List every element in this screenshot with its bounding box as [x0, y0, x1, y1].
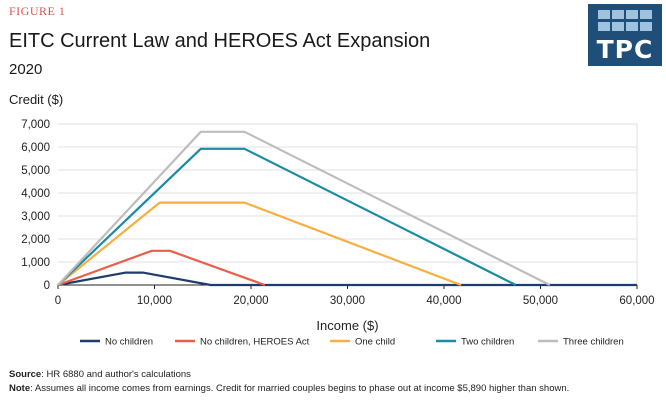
logo-cell — [626, 10, 638, 19]
chart-subtitle: 2020 — [9, 61, 43, 78]
y-tick-label: 2,000 — [21, 234, 50, 246]
source-note: Source: HR 6880 and author's calculation… — [9, 369, 191, 380]
logo-cell — [640, 22, 652, 31]
y-tick-label: 0 — [44, 280, 50, 292]
x-tick-label: 50,000 — [523, 295, 558, 307]
x-tick-label: 0 — [55, 295, 61, 307]
legend-label: No children — [105, 337, 153, 348]
logo-cell — [612, 22, 624, 31]
series-line — [57, 201, 462, 287]
x-tick-label: 20,000 — [233, 295, 268, 307]
x-tick-label: 10,000 — [137, 295, 172, 307]
chart-title: EITC Current Law and HEROES Act Expansio… — [9, 30, 431, 52]
footnote: Note: Assumes all income comes from earn… — [9, 383, 569, 394]
legend-label: Three children — [563, 337, 624, 348]
y-tick-label: 7,000 — [21, 119, 50, 131]
y-tick-label: 4,000 — [21, 188, 50, 200]
eitc-line-chart: 0 1,000 2,000 3,000 4,000 5,000 6,000 7,000 0 10,… — [21, 119, 654, 348]
source-label: Source — [9, 369, 42, 380]
series-line — [57, 249, 266, 287]
logo-cell — [626, 22, 638, 31]
series-line — [57, 130, 551, 286]
x-axis-title: Income ($) — [316, 318, 378, 333]
legend-label: One child — [355, 337, 395, 348]
tpc-logo: TPC — [588, 4, 662, 66]
x-tick-label: 40,000 — [426, 295, 461, 307]
y-tick-label: 1,000 — [21, 257, 50, 269]
logo-cell — [598, 22, 610, 31]
logo-cell — [598, 10, 610, 19]
logo-grid-icon — [598, 10, 652, 32]
series-line — [57, 147, 517, 286]
y-tick-label: 5,000 — [21, 165, 50, 177]
figure-label: FIGURE 1 — [9, 4, 66, 18]
series-line — [57, 271, 637, 287]
logo-text: TPC — [596, 35, 654, 64]
y-tick-label: 3,000 — [21, 211, 50, 223]
x-tick-label: 60,000 — [619, 295, 654, 307]
note-text: : Assumes all income comes from earnings… — [30, 383, 570, 394]
logo-cell — [612, 10, 624, 19]
logo-cell — [640, 10, 652, 19]
x-tick-label: 30,000 — [330, 295, 365, 307]
note-label: Note — [9, 383, 31, 394]
legend-label: Two children — [461, 337, 514, 348]
y-axis-title: Credit ($) — [9, 92, 64, 107]
legend-label: No children, HEROES Act — [200, 337, 310, 348]
source-text: : HR 6880 and author's calculations — [41, 369, 191, 380]
y-tick-label: 6,000 — [21, 142, 50, 154]
